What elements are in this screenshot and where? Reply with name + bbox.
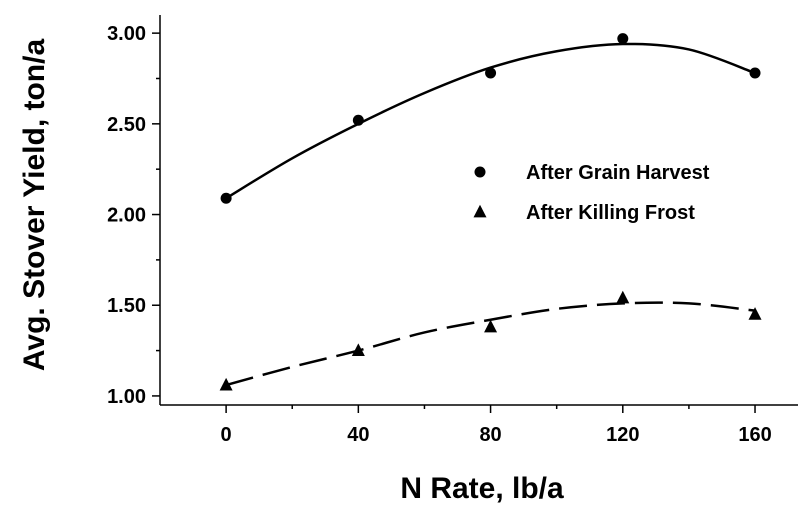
killing-frost-point — [616, 290, 630, 304]
grain-harvest-point — [220, 192, 232, 204]
x-tick-label: 120 — [606, 424, 639, 446]
legend-label: After Killing Frost — [526, 202, 695, 224]
y-tick-label: 2.50 — [107, 114, 146, 136]
grain-harvest-point — [352, 114, 364, 126]
killing-frost-point — [219, 377, 233, 391]
y-tick-label: 2.00 — [107, 205, 146, 227]
killing-frost-point — [748, 307, 762, 320]
legend-marker-killing-frost — [473, 204, 487, 218]
axes: 1.00 1.50 2.00 2.50 3.00 0 40 80 120 160 — [107, 15, 798, 446]
y-axis-title: Avg. Stover Yield, ton/a — [18, 39, 51, 372]
grain-harvest-point — [485, 67, 497, 79]
killing-frost-point — [484, 319, 498, 333]
x-axis-title: N Rate, lb/a — [400, 472, 564, 505]
grain-harvest-point — [617, 33, 629, 45]
data-points — [219, 33, 762, 391]
legend-label: After Grain Harvest — [526, 162, 710, 184]
y-tick-label: 1.00 — [107, 386, 146, 408]
x-tick-label: 80 — [479, 424, 501, 446]
x-tick-label: 160 — [738, 424, 771, 446]
x-tick-label: 0 — [221, 424, 232, 446]
x-tick-label: 40 — [347, 424, 369, 446]
y-tick-label: 1.50 — [107, 295, 146, 317]
legend: After Grain Harvest After Killing Frost — [473, 162, 710, 224]
legend-marker-grain-harvest — [474, 166, 486, 178]
fit-curve-killing-frost — [225, 301, 756, 387]
y-tick-label: 3.00 — [107, 23, 146, 45]
grain-harvest-point — [749, 67, 761, 79]
killing-frost-point — [351, 343, 365, 356]
